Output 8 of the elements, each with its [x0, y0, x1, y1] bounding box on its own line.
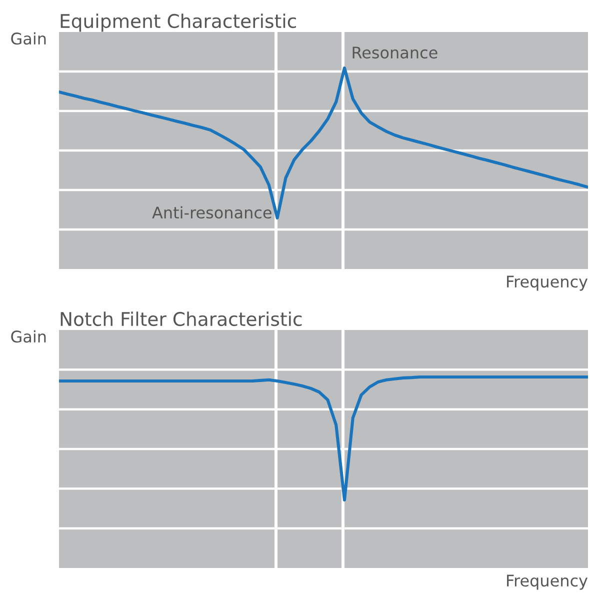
chart-title: Equipment Characteristic [60, 14, 296, 32]
annotation: Anti-resonance [152, 206, 272, 219]
y-axis-title: Gain [11, 32, 46, 45]
text: Resonance [352, 46, 438, 59]
chart-title: Notch Filter Characteristic [60, 312, 302, 326]
x-axis-title: Frequency [507, 574, 588, 590]
y-axis-title: Gain [11, 330, 46, 343]
x-axis-title: Frequency [507, 276, 588, 291]
